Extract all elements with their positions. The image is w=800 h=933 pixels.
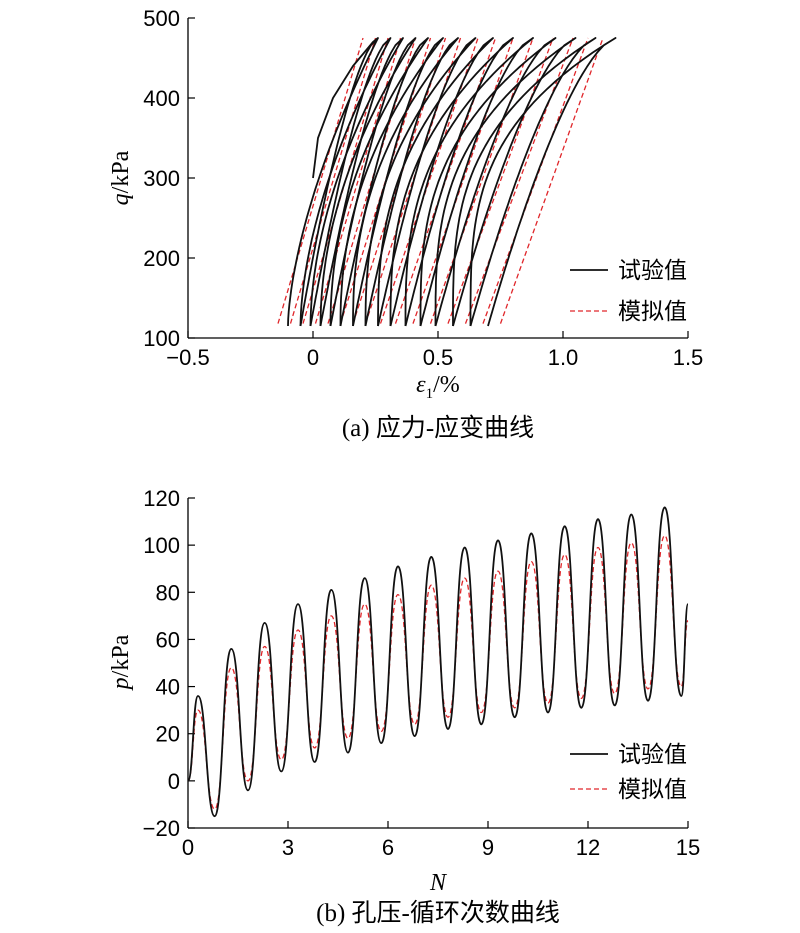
chart-a-y-tick-label: 400 <box>143 86 180 111</box>
chart-a-x-tick-label: 1.5 <box>673 345 704 370</box>
chart-b-caption: (b) 孔压-循环次数曲线 <box>316 899 560 927</box>
chart-a-exp-cycle <box>404 37 534 327</box>
chart-a-exp-cycle <box>389 37 514 327</box>
chart-a-y-unit: /kPa <box>108 150 134 193</box>
chart-a-axes <box>187 17 689 339</box>
chart-a-x-suffix: /% <box>433 372 460 398</box>
chart-b-series <box>187 506 689 818</box>
chart-b-legend-sim-label: 模拟值 <box>618 776 687 802</box>
chart-a-legend: 试验值 模拟值 <box>570 257 687 324</box>
chart-a-exp-cycle <box>452 37 597 327</box>
chart-a-y-tick-label: 200 <box>143 246 180 271</box>
chart-b-y-tick-label: 0 <box>168 769 180 794</box>
chart-a-x-tick-label: −0.5 <box>166 345 209 370</box>
chart-a-sim-line <box>499 37 604 324</box>
chart-b-x-tick-label: 0 <box>182 835 194 860</box>
chart-b-y-var: p <box>108 677 134 691</box>
chart-b-y-tick-label: 60 <box>156 627 180 652</box>
chart-a-exp-cycle <box>364 37 477 327</box>
chart-a-x-tick-label: 0 <box>307 345 319 370</box>
chart-a-x-tick-label: 1.0 <box>548 345 579 370</box>
chart-a-exp-cycle <box>469 37 617 327</box>
chart-b-axes <box>187 497 689 829</box>
chart-a-exp-cycle <box>287 37 379 327</box>
chart-a-y-tick-labels: 100 200 300 400 500 <box>143 6 180 351</box>
chart-b-y-tick-label: 20 <box>156 722 180 747</box>
chart-b-y-unit: /kPa <box>108 634 134 677</box>
chart-b-y-tick-label: 80 <box>156 580 180 605</box>
chart-b-y-tick-label: 40 <box>156 675 180 700</box>
chart-a-y-tick-label: 500 <box>143 6 180 31</box>
chart-b-x-axis-label: N <box>429 870 448 896</box>
chart-a-sim-line <box>277 37 364 324</box>
chart-a-exp-cycle <box>419 37 557 327</box>
chart-a-experimental-series <box>287 37 617 327</box>
chart-a-exp-cycle <box>299 37 392 327</box>
chart-a-exp-cycle <box>434 37 577 327</box>
chart-a-y-axis-label: q/kPa <box>108 150 134 205</box>
chart-b-y-tick-label: −20 <box>143 816 180 841</box>
chart-a-exp-cycle <box>352 37 459 327</box>
chart-b-x-tick-label: 6 <box>382 835 394 860</box>
chart-a-y-tick-label: 300 <box>143 166 180 191</box>
chart-a-sim-line <box>447 37 554 324</box>
chart-b-legend: 试验值 模拟值 <box>570 741 687 802</box>
chart-a-x-var: ε <box>416 372 426 398</box>
chart-b-exp-line <box>187 506 689 818</box>
chart-b-x-tick-labels: 0 3 6 9 12 15 <box>182 835 700 860</box>
chart-a-exp-cycle <box>377 37 494 327</box>
chart-b-y-axis-label: p/kPa <box>108 634 134 691</box>
chart-a-y-tick-label: 100 <box>143 326 180 351</box>
chart-a-legend-sim-label: 模拟值 <box>618 298 687 324</box>
chart-b-y-tick-label: 100 <box>143 533 180 558</box>
chart-a-legend-exp-label: 试验值 <box>618 257 687 283</box>
chart-b-y-tick-label: 120 <box>143 486 180 511</box>
chart-b-legend-exp-label: 试验值 <box>618 741 687 767</box>
chart-a-x-axis-label: ε1/% <box>416 372 460 402</box>
chart-a-sim-line <box>412 37 514 324</box>
chart-a-x-tick-label: 0.5 <box>423 345 454 370</box>
chart-a-sim-line <box>464 37 574 324</box>
chart-a-y-var: q <box>108 193 134 205</box>
chart-b-x-tick-label: 9 <box>482 835 494 860</box>
chart-b-sim-line <box>187 535 689 810</box>
chart-b-x-tick-label: 15 <box>676 835 700 860</box>
chart-a-caption: (a) 应力-应变曲线 <box>342 414 534 442</box>
chart-b-x-tick-label: 12 <box>576 835 600 860</box>
chart-b-x-tick-label: 3 <box>282 835 294 860</box>
chart-b-y-tick-labels: −20 0 20 40 60 80 100 120 <box>143 486 180 841</box>
chart-a-x-sub: 1 <box>426 386 434 402</box>
chart-a-x-tick-labels: −0.5 0 0.5 1.0 1.5 <box>166 345 703 370</box>
